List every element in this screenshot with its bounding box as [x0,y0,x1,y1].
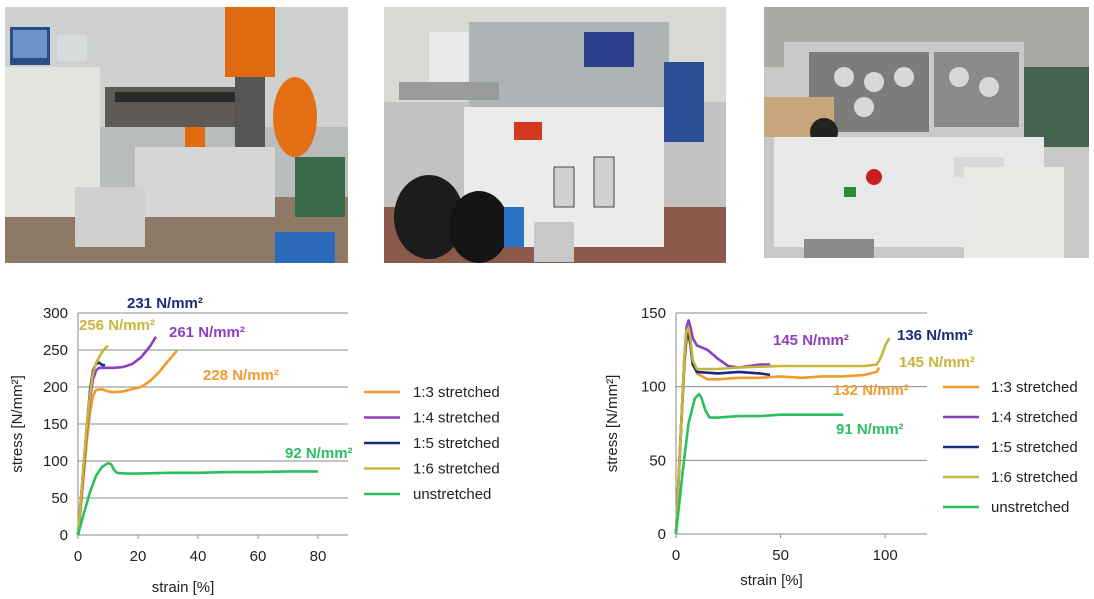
y-tick-label: 50 [649,452,666,469]
annotation-label: 231 N/mm² [127,295,203,312]
extruder-photo [5,7,348,263]
film-stretching-line-photo [384,7,726,263]
y-tick-label: 300 [43,305,68,322]
series-line-1-6-stretched [76,344,109,536]
annotation-label: 136 N/mm² [897,327,973,344]
y-tick-label: 200 [43,379,68,396]
annotation-label: 91 N/mm² [836,421,904,438]
legend-entry: 1:4 stretched [991,409,1078,426]
annotation-label: 228 N/mm² [203,367,279,384]
annotation-label: 132 N/mm² [833,382,909,399]
y-tick-label: 250 [43,342,68,359]
legend-entry: 1:6 stretched [413,461,500,478]
y-tick-label: 100 [43,453,68,470]
annotation-label: 145 N/mm² [773,332,849,349]
annotation-label: 92 N/mm² [285,445,353,462]
y-tick-label: 150 [641,305,666,322]
y-tick-label: 50 [51,490,68,507]
annotation-label: 261 N/mm² [169,324,245,341]
legend-entry: 1:5 stretched [413,435,500,452]
annotation-label: 256 N/mm² [79,317,155,334]
x-tick-label: 0 [672,547,680,564]
legend-entry: unstretched [991,499,1069,516]
x-tick-label: 60 [250,548,267,565]
y-axis-label: stress [N/mm²] [604,375,621,473]
x-axis-label: strain [%] [740,572,803,589]
x-tick-label: 80 [310,548,327,565]
series-line-1-6-stretched [674,326,891,535]
x-tick-label: 100 [873,547,898,564]
legend-entry: 1:5 stretched [991,439,1078,456]
winding-unit-photo [764,7,1089,258]
y-tick-label: 150 [43,416,68,433]
legend-entry: 1:6 stretched [991,469,1078,486]
y-axis-label: stress [N/mm²] [9,375,26,473]
legend-entry: 1:3 stretched [991,379,1078,396]
stress-strain-chart-1: 0 50 100 150 200 250 300 0 20 40 60 80 strain [%] str… [9,295,500,596]
series-line-unstretched [76,461,318,536]
x-tick-label: 0 [74,548,82,565]
y-tick-label: 0 [60,527,68,544]
stress-strain-chart-2: 0 50 100 150 0 50 100 strain [%] stress [N/mm²] 1… [604,305,1078,589]
series-line-1-4-stretched [76,336,158,536]
x-tick-label: 50 [772,547,789,564]
y-tick-label: 0 [658,526,666,543]
annotation-label: 145 N/mm² [899,354,975,371]
legend-entry: 1:4 stretched [413,410,500,427]
legend-entry: 1:3 stretched [413,384,500,401]
series-line-unstretched [674,392,844,535]
x-tick-label: 20 [130,548,147,565]
x-tick-label: 40 [190,548,207,565]
y-tick-label: 100 [641,379,666,396]
x-axis-label: strain [%] [152,579,215,596]
legend-entry: unstretched [413,486,491,503]
